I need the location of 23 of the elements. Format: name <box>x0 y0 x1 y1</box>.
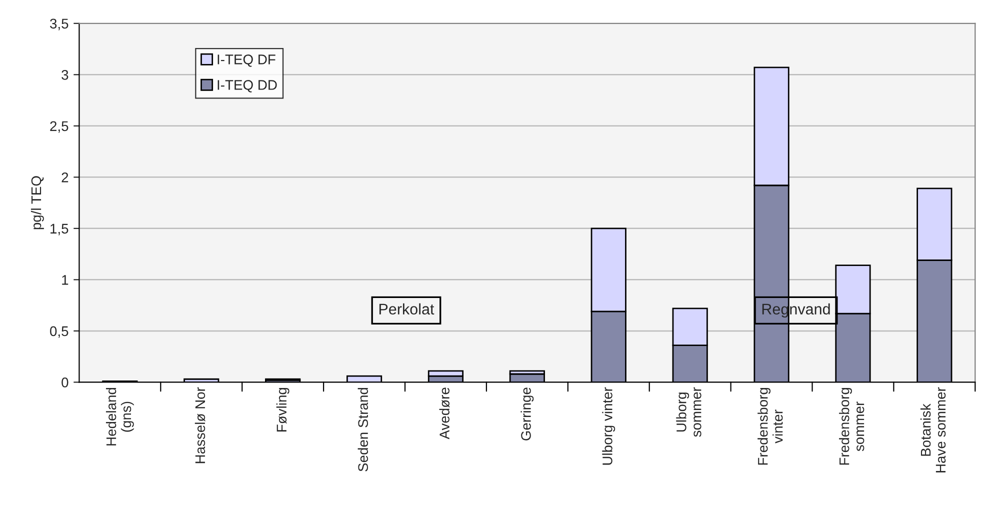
y-tick-label: 2,5 <box>50 121 68 133</box>
x-tick-label: Hedeland (gns) <box>106 388 134 446</box>
x-tick-label: Hasselø Nor <box>194 387 206 464</box>
x-tick-label: Ulborg vinter <box>602 387 616 465</box>
x-tick-label: Fredensborg sommer <box>839 388 864 465</box>
annotation: Perkolat <box>379 303 434 315</box>
x-tick-label: Fredensborg vinter <box>758 388 783 465</box>
y-tick-label: 3,5 <box>50 18 68 30</box>
y-tick-label: 0,5 <box>50 326 68 338</box>
y-tick-label: 2 <box>62 172 68 182</box>
y-tick-label: 1,5 <box>50 224 68 236</box>
x-tick-label: Gerringe <box>520 388 534 440</box>
x-tick-label: Avedøre <box>439 388 450 440</box>
x-tick-label: Botanisk Have sommer <box>920 387 946 472</box>
legend-label: I-TEQ DF <box>218 54 276 67</box>
x-tick-label: Ulborg sommer <box>676 387 702 437</box>
y-tick-label: 1 <box>62 275 68 285</box>
y-tick-label: 0 <box>62 378 68 388</box>
legend-label: I-TEQ DD <box>218 80 277 92</box>
y-axis-title: pg/l TEQ <box>30 176 44 230</box>
x-tick-label: Føvling <box>276 388 290 432</box>
y-tick-label: 3 <box>62 70 68 80</box>
x-tick-label: Seden Strand <box>358 388 368 472</box>
